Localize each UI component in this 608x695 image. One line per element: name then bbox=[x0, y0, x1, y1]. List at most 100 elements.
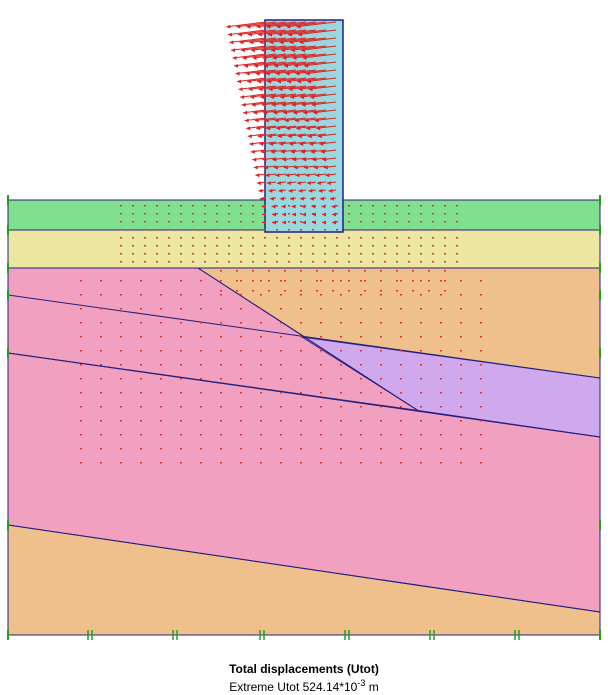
vector-dot bbox=[320, 280, 322, 282]
vector-dot bbox=[444, 229, 446, 231]
vector-dot bbox=[412, 280, 414, 282]
vector-dot bbox=[132, 221, 134, 223]
vector-dot bbox=[240, 462, 242, 464]
vector-dot bbox=[268, 270, 270, 272]
vector-dot bbox=[324, 261, 326, 263]
vector-dot bbox=[200, 434, 202, 436]
vector-dot bbox=[100, 378, 102, 380]
vector-dot bbox=[80, 294, 82, 296]
vector-dot bbox=[100, 294, 102, 296]
vector-dot bbox=[420, 434, 422, 436]
vector-dot bbox=[364, 280, 366, 282]
vector-dot bbox=[160, 448, 162, 450]
vector-dot bbox=[276, 229, 278, 231]
vector-dot bbox=[384, 205, 386, 207]
vector-dot bbox=[340, 392, 342, 394]
vector-dot bbox=[156, 205, 158, 207]
vector-dot bbox=[408, 245, 410, 247]
vector-dot bbox=[160, 434, 162, 436]
vector-dot bbox=[168, 237, 170, 239]
vector-dot bbox=[420, 221, 422, 223]
vector-dot bbox=[120, 462, 122, 464]
vector-dot bbox=[372, 253, 374, 255]
vector-dot bbox=[312, 221, 314, 223]
vector-dot bbox=[168, 221, 170, 223]
vector-dot bbox=[460, 336, 462, 338]
vector-dot bbox=[316, 290, 318, 292]
vector-dot bbox=[380, 308, 382, 310]
vector-dot bbox=[420, 213, 422, 215]
vector-dot bbox=[348, 205, 350, 207]
vector-dot bbox=[192, 221, 194, 223]
vector-dot bbox=[372, 229, 374, 231]
vector-dot bbox=[460, 392, 462, 394]
vector-dot bbox=[408, 221, 410, 223]
vector-dot bbox=[320, 364, 322, 366]
vector-dot bbox=[288, 221, 290, 223]
vector-dot bbox=[264, 245, 266, 247]
vector-dot bbox=[396, 280, 398, 282]
vector-dot bbox=[236, 290, 238, 292]
vector-head bbox=[234, 64, 238, 68]
vector-dot bbox=[396, 253, 398, 255]
vector-dot bbox=[432, 213, 434, 215]
vector-dot bbox=[280, 420, 282, 422]
vector-dot bbox=[396, 290, 398, 292]
vector-dot bbox=[440, 448, 442, 450]
vector-dot bbox=[120, 364, 122, 366]
vector-dot bbox=[444, 290, 446, 292]
vector-dot bbox=[324, 213, 326, 215]
vector-head bbox=[257, 181, 261, 185]
vector-dot bbox=[80, 462, 82, 464]
vector-dot bbox=[380, 294, 382, 296]
vector-dot bbox=[276, 261, 278, 263]
vector-dot bbox=[200, 392, 202, 394]
vector-dot bbox=[312, 213, 314, 215]
vector-dot bbox=[340, 406, 342, 408]
vector-dot bbox=[300, 364, 302, 366]
vector-dot bbox=[336, 237, 338, 239]
vector-dot bbox=[300, 261, 302, 263]
vector-dot bbox=[260, 378, 262, 380]
vector-dot bbox=[252, 290, 254, 292]
vector-dot bbox=[360, 350, 362, 352]
vector-dot bbox=[120, 280, 122, 282]
vector-dot bbox=[168, 261, 170, 263]
vector-dot bbox=[252, 245, 254, 247]
vector-dot bbox=[396, 221, 398, 223]
vector-dot bbox=[432, 237, 434, 239]
vector-dot bbox=[240, 213, 242, 215]
vector-dot bbox=[300, 336, 302, 338]
vector-dot bbox=[160, 364, 162, 366]
vector-dot bbox=[180, 364, 182, 366]
vector-head bbox=[246, 126, 250, 130]
vector-dot bbox=[300, 245, 302, 247]
vector-dot bbox=[340, 350, 342, 352]
vector-dot bbox=[120, 245, 122, 247]
vector-dot bbox=[420, 378, 422, 380]
vector-dot bbox=[460, 406, 462, 408]
vector-dot bbox=[420, 261, 422, 263]
vector-dot bbox=[120, 221, 122, 223]
vector-dot bbox=[420, 205, 422, 207]
vector-dot bbox=[460, 448, 462, 450]
vector-dot bbox=[144, 213, 146, 215]
vector-dot bbox=[260, 350, 262, 352]
vector-dot bbox=[288, 261, 290, 263]
vector-dot bbox=[480, 350, 482, 352]
vector-dot bbox=[348, 253, 350, 255]
vector-dot bbox=[444, 245, 446, 247]
vector-dot bbox=[140, 336, 142, 338]
extreme-text: Extreme Utot 524.14*10 bbox=[229, 680, 357, 694]
vector-dot bbox=[204, 253, 206, 255]
vector-dot bbox=[320, 378, 322, 380]
vector-dot bbox=[440, 294, 442, 296]
vector-head bbox=[258, 189, 262, 193]
vector-dot bbox=[420, 350, 422, 352]
vector-dot bbox=[456, 221, 458, 223]
vector-dot bbox=[440, 350, 442, 352]
vector-dot bbox=[300, 270, 302, 272]
vector-dot bbox=[440, 420, 442, 422]
vector-dot bbox=[420, 253, 422, 255]
vector-dot bbox=[120, 434, 122, 436]
